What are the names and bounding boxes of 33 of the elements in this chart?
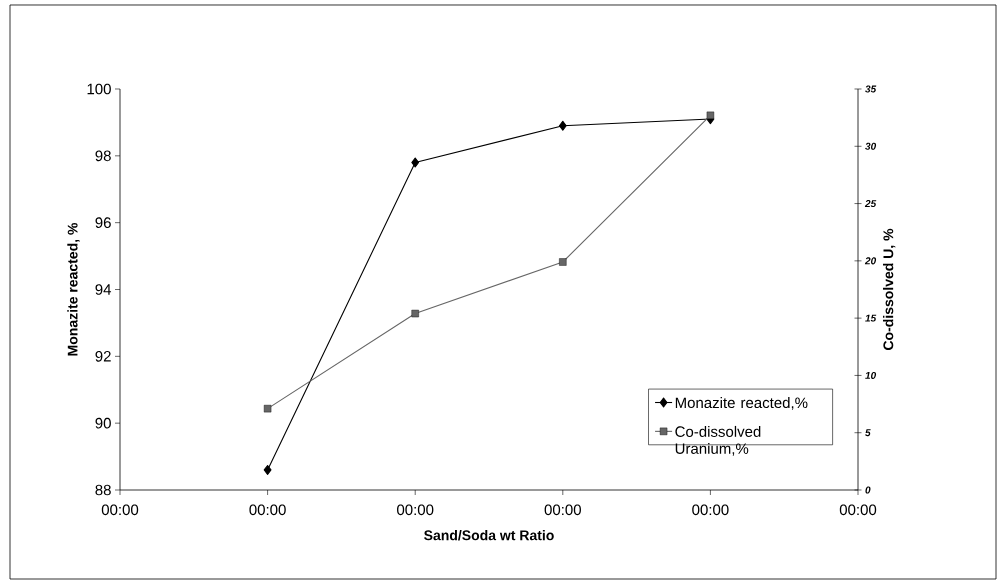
y-tick-label: 92 [95,351,111,362]
y-tick-label: 94 [95,284,112,295]
point [411,157,420,168]
y-tick-label: 100 [87,83,111,95]
point [263,464,272,475]
point [263,404,272,413]
x-tick-label: 00:00 [692,504,729,516]
x-tick-label: 00:00 [839,504,877,516]
x-axis-title: Sand/Soda wt Ratio [424,529,554,541]
y-axis-title: Monazite reacted, % [67,222,80,356]
x-tick-label: 00:00 [544,504,581,516]
y2-tick-label: 30 [865,142,877,150]
point [559,258,567,266]
y2-tick-label: 25 [864,200,877,208]
y2-axis-title: Co-dissolved U, % [882,228,896,350]
y-tick-label: 96 [95,217,111,228]
y-tick-label: 90 [95,417,111,429]
y2-tick-label: 35 [865,85,877,93]
y2-tick-label: 20 [864,257,877,265]
y-tick-label: 88 [95,484,111,496]
point [411,309,419,318]
x-tick-label: 00:00 [249,504,286,516]
x-tick-label: 00:00 [397,504,434,516]
y2-tick-label: 5 [865,429,871,437]
point [558,120,567,131]
y2-tick-label: 10 [865,371,877,379]
x-tick-label: 00:00 [101,504,139,516]
legend-label: Monazite reacted,% [675,397,808,410]
y2-tick-label: 15 [865,314,877,322]
legend-label: Co-dissolved Uranium,% [675,425,761,456]
y2-tick-label: 0 [865,486,871,494]
y-tick-label: 98 [95,150,111,162]
point [706,111,715,120]
